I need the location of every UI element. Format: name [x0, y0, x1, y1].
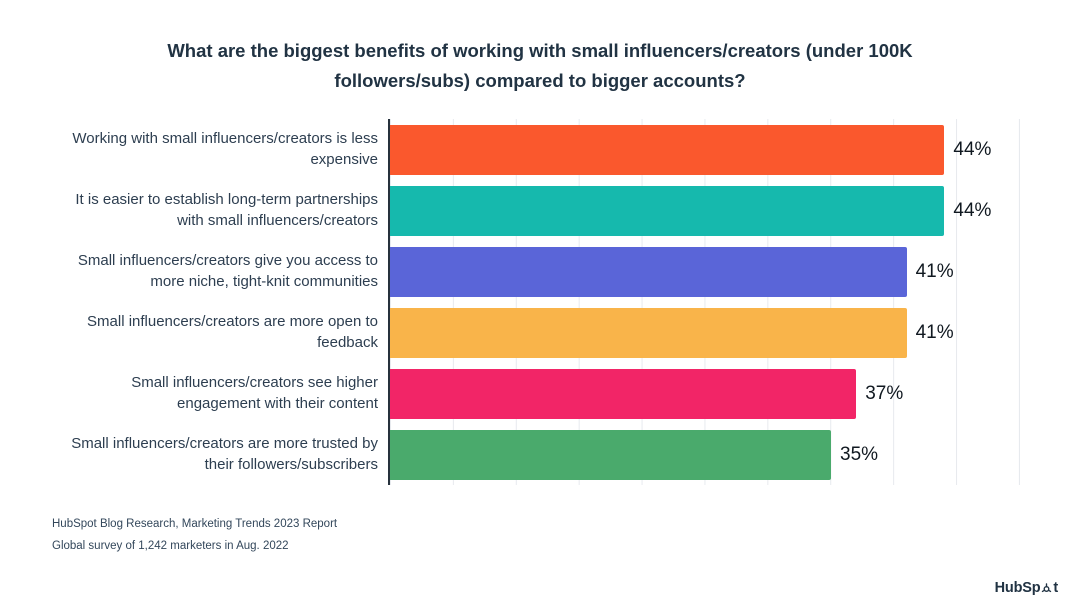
value-label: 41% — [915, 321, 954, 343]
plot-area: 44% 44% 41% 41% 37% — [388, 119, 1020, 486]
bar — [390, 246, 907, 297]
bar-chart: Working with small influencers/creators … — [52, 119, 1020, 486]
category-label: Small influencers/creators give you acce… — [77, 252, 378, 290]
sprocket-icon — [1040, 582, 1053, 594]
category-label: Working with small influencers/creators … — [72, 130, 378, 168]
value-label: 44% — [953, 138, 992, 160]
source-note: HubSpot Blog Research, Marketing Trends … — [52, 514, 337, 558]
bar — [390, 368, 857, 419]
value-label: 35% — [840, 443, 879, 465]
category-label: Small influencers/creators see higher en… — [131, 374, 378, 412]
value-label: 44% — [953, 199, 992, 221]
logo-text-before: HubSp — [994, 580, 1041, 596]
category-label: Small influencers/creators are more trus… — [71, 435, 378, 473]
bar-row: 44% — [390, 119, 1020, 180]
bar — [390, 429, 831, 480]
value-label: 37% — [865, 382, 904, 404]
bar-row: 41% — [390, 302, 1020, 363]
bar-row: 35% — [390, 424, 1020, 485]
source-line-1: HubSpot Blog Research, Marketing Trends … — [52, 518, 338, 530]
source-line-2: Global survey of 1,242 marketers in Aug.… — [52, 539, 289, 552]
bar — [390, 124, 945, 175]
bars-layer: 44% 44% 41% 41% 37% — [390, 119, 1020, 485]
category-label: Small influencers/creators are more open… — [87, 313, 378, 351]
gridlines — [390, 119, 1020, 486]
bar-row: 44% — [390, 180, 1020, 241]
value-label: 41% — [915, 260, 954, 282]
hubspot-logo: HubSp t — [994, 580, 1059, 596]
bar — [390, 185, 945, 236]
logo-text-after: t — [1053, 580, 1058, 596]
bar — [390, 307, 907, 358]
bar-row: 37% — [390, 363, 1020, 424]
bar-row: 41% — [390, 241, 1020, 302]
category-label: It is easier to establish long-term part… — [75, 191, 378, 229]
chart-title: What are the biggest benefits of working… — [167, 40, 913, 91]
category-axis: Working with small influencers/creators … — [52, 119, 388, 485]
